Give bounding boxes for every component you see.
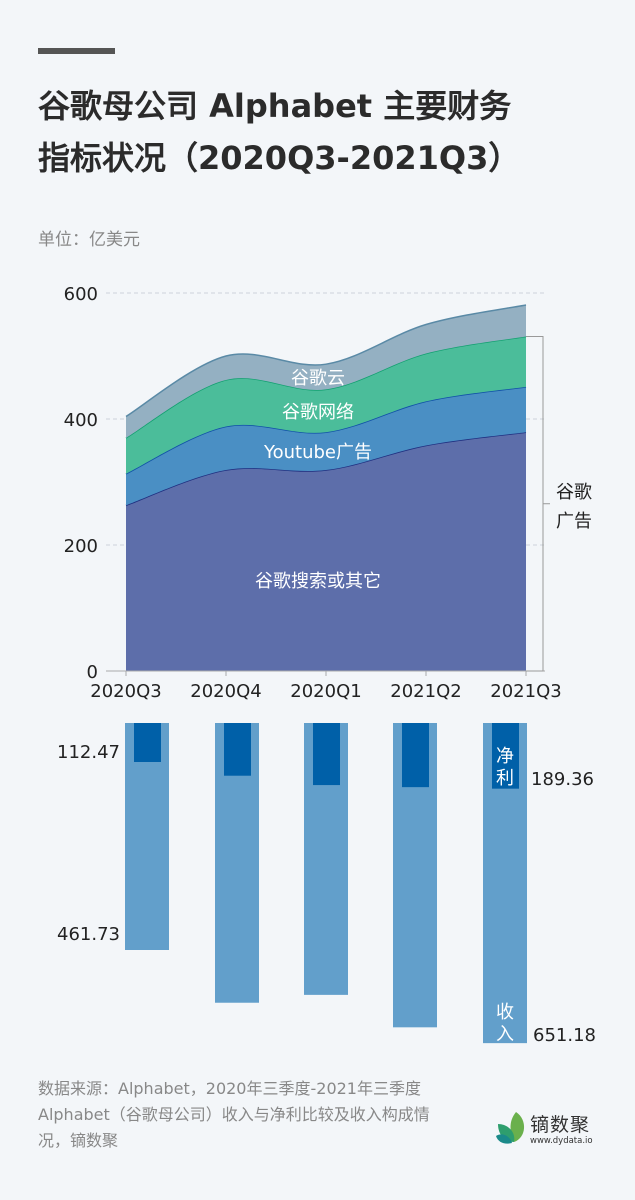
area-network	[126, 336, 526, 474]
ads-bracket-label: 广告	[556, 511, 592, 532]
x-tick-label: 2020Q4	[190, 681, 261, 702]
net-series-label: 净	[496, 746, 514, 767]
net-label-last: 189.36	[531, 769, 594, 790]
unit-label: 单位：亿美元	[38, 230, 140, 250]
area-cloud-line	[125, 304, 527, 418]
revenue-label-first: 461.73	[57, 924, 120, 945]
revenue-label-last: 651.18	[533, 1025, 596, 1046]
net-income-bar	[134, 723, 161, 762]
area-cloud	[126, 304, 526, 438]
y-tick-label: 400	[64, 410, 98, 431]
area-search	[126, 432, 526, 671]
net-income-bar	[402, 723, 429, 788]
x-tick-label: 2021Q2	[390, 681, 461, 702]
page-title: 谷歌母公司 Alphabet 主要财务 指标状况（2020Q3-2021Q3）	[38, 80, 618, 184]
logo-url: www.dydata.io	[530, 1136, 593, 1146]
logo-text: 镝数聚	[530, 1114, 591, 1136]
leaf-logo-icon	[496, 1112, 525, 1144]
decorative-bar	[38, 48, 115, 54]
series-label: Youtube广告	[263, 442, 372, 463]
title-line-1: 谷歌母公司 Alphabet 主要财务	[38, 87, 512, 125]
series-label: 谷歌网络	[282, 402, 354, 423]
net-income-bar	[224, 723, 251, 776]
net-label-first: 112.47	[57, 742, 120, 763]
net-series-label: 利	[496, 768, 514, 789]
revenue-series-label: 收	[496, 1002, 514, 1023]
net-income-bar	[492, 723, 519, 789]
source-note: 数据来源：Alphabet，2020年三季度-2021年三季度Alphabet（…	[38, 1079, 430, 1150]
net-income-bar	[313, 723, 340, 786]
logo: 镝数聚 www.dydata.io	[494, 1110, 614, 1150]
y-tick-label: 600	[64, 284, 98, 305]
area-youtube	[126, 386, 526, 506]
series-label: 谷歌搜索或其它	[255, 571, 381, 592]
y-tick-label: 0	[87, 662, 98, 683]
x-tick-label: 2020Q1	[290, 681, 361, 702]
ads-bracket	[526, 335, 544, 672]
x-tick-label: 2020Q3	[90, 681, 161, 702]
series-label: 谷歌云	[291, 368, 345, 389]
x-tick-label: 2021Q3	[490, 681, 561, 702]
y-tick-label: 200	[64, 536, 98, 557]
ads-bracket-label: 谷歌	[556, 482, 592, 503]
revenue-series-label: 入	[496, 1024, 514, 1045]
title-line-2: 指标状况（2020Q3-2021Q3）	[38, 139, 521, 177]
